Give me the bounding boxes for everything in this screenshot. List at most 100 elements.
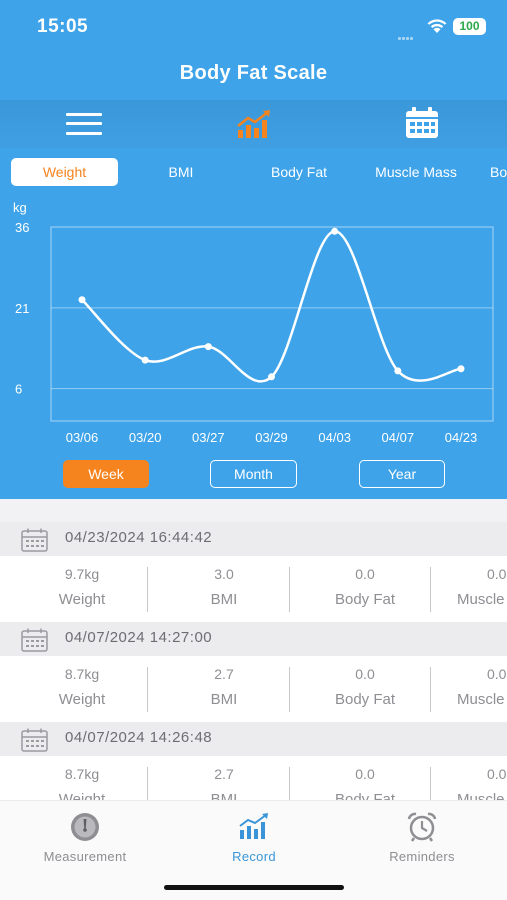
- tab-bmi[interactable]: BMI: [168, 164, 194, 180]
- calendar-icon[interactable]: [404, 106, 440, 140]
- record-label: Weight: [58, 791, 106, 800]
- period-week-button[interactable]: Week: [63, 460, 149, 488]
- header-area: 15:05 100 Body Fat Scale: [0, 0, 507, 499]
- status-time: 15:05: [37, 16, 89, 37]
- record-cell-body-fat: 0.0 Body Fat: [295, 556, 435, 622]
- bottom-tab-bar: Measurement Record Reminders: [0, 800, 507, 900]
- data-point[interactable]: [78, 296, 86, 304]
- divider: [430, 667, 431, 712]
- tab-body-fat[interactable]: Body Fat: [270, 164, 328, 180]
- record-value: 8.7kg: [64, 666, 100, 682]
- divider: [430, 567, 431, 612]
- record-label: Muscle: [457, 791, 505, 800]
- record-date-header: 04/23/2024 16:44:42: [0, 522, 507, 556]
- nav-measurement[interactable]: Measurement: [25, 811, 145, 864]
- nav-record[interactable]: Record: [194, 811, 314, 864]
- tab-muscle-mass[interactable]: Muscle Mass: [375, 164, 457, 180]
- trend-chart-icon[interactable]: [235, 108, 273, 140]
- x-tick-label: 04/23: [445, 430, 478, 445]
- battery-level: 100: [459, 19, 480, 33]
- hamburger-menu-icon[interactable]: [66, 111, 102, 137]
- nav-record-label: Record: [232, 849, 276, 864]
- record-cell-body-fat: 0.0 Body Fat: [295, 656, 435, 722]
- tab-weight[interactable]: Weight: [11, 158, 118, 186]
- record-cell-body-fat: 0.0 Body Fat: [295, 756, 435, 800]
- data-point[interactable]: [331, 227, 339, 235]
- y-tick-label: 6: [15, 382, 22, 397]
- record-cell-bmi: 2.7 BMI: [154, 656, 294, 722]
- gauge-icon: [71, 813, 99, 841]
- status-bar: 15:05 100: [0, 0, 507, 50]
- record-label: Body Fat: [334, 591, 396, 608]
- data-point[interactable]: [268, 373, 275, 381]
- divider: [147, 667, 148, 712]
- weight-chart: kg 36 21 6 03/06 03/20 03/27 03/29 04/03 04/07 04…: [0, 196, 507, 456]
- x-tick-label: 03/29: [255, 430, 288, 445]
- nav-reminders-label: Reminders: [389, 849, 455, 864]
- battery-indicator: 100: [453, 18, 486, 35]
- cellular-signal-icon: [398, 27, 420, 40]
- record-date-header: 04/07/2024 14:26:48: [0, 722, 507, 756]
- record-value: 0.0: [355, 766, 375, 782]
- calendar-icon: [21, 628, 48, 652]
- y-axis-unit: kg: [13, 200, 27, 215]
- record-row[interactable]: 8.7kg Weight 2.7 BMI 0.0 Body Fat 0.0 Muscle: [0, 656, 507, 722]
- period-year-button[interactable]: Year: [359, 460, 445, 488]
- record-label: BMI: [210, 791, 238, 800]
- calendar-icon: [21, 728, 48, 752]
- record-cell-weight: 8.7kg Weight: [12, 756, 152, 800]
- record-cell-bmi: 3.0 BMI: [154, 556, 294, 622]
- tab-bone[interactable]: Bo: [490, 164, 507, 180]
- record-value: 2.7: [214, 766, 234, 782]
- divider: [430, 767, 431, 800]
- nav-measurement-label: Measurement: [43, 849, 127, 864]
- data-point[interactable]: [204, 343, 212, 351]
- page-title: Body Fat Scale: [179, 62, 328, 84]
- home-indicator: [164, 885, 344, 890]
- data-point[interactable]: [141, 356, 149, 364]
- record-list: 04/23/2024 16:44:42 9.7kg Weight 3.0 BMI 0…: [0, 499, 507, 800]
- data-point[interactable]: [394, 367, 402, 375]
- record-label: BMI: [210, 691, 238, 708]
- record-datetime: 04/07/2024 14:26:48: [65, 729, 213, 746]
- record-cell-muscle: 0.0 Muscle: [437, 656, 507, 722]
- x-tick-label: 03/06: [66, 430, 99, 445]
- trend-chart-icon: [239, 813, 268, 839]
- divider: [147, 767, 148, 800]
- toolbar: [0, 100, 507, 148]
- metric-tabs: Weight BMI Body Fat Muscle Mass Bo: [0, 158, 507, 186]
- record-value: 9.7kg: [64, 566, 100, 582]
- record-value: 0.0: [355, 666, 375, 682]
- wifi-icon: [427, 19, 447, 33]
- record-label: Muscle: [457, 691, 505, 708]
- record-cell-muscle: 0.0 Muscle: [437, 556, 507, 622]
- divider: [289, 667, 290, 712]
- record-label: BMI: [210, 591, 238, 608]
- x-tick-label: 04/07: [382, 430, 415, 445]
- calendar-icon: [21, 528, 48, 552]
- record-row[interactable]: 8.7kg Weight 2.7 BMI 0.0 Body Fat 0.0 Muscle: [0, 756, 507, 800]
- y-tick-label: 21: [15, 301, 29, 316]
- record-value: 0.0: [487, 766, 507, 782]
- divider: [147, 567, 148, 612]
- x-tick-label: 03/20: [129, 430, 162, 445]
- nav-reminders[interactable]: Reminders: [362, 811, 482, 864]
- record-datetime: 04/07/2024 14:27:00: [65, 629, 213, 646]
- record-value: 0.0: [487, 666, 507, 682]
- line-chart: 36 21 6 03/06 03/20 03/27 03/29 04/03 04/07 04/23: [15, 220, 494, 445]
- record-value: 8.7kg: [64, 766, 100, 782]
- record-value: 0.0: [355, 566, 375, 582]
- x-tick-label: 04/03: [318, 430, 351, 445]
- record-value: 0.0: [487, 566, 507, 582]
- record-label: Weight: [58, 591, 106, 608]
- y-tick-label: 36: [15, 220, 29, 235]
- record-label: Muscle: [457, 591, 505, 608]
- data-point[interactable]: [457, 365, 465, 373]
- record-datetime: 04/23/2024 16:44:42: [65, 529, 213, 546]
- alarm-clock-icon: [407, 812, 437, 842]
- period-month-button[interactable]: Month: [210, 460, 297, 488]
- record-row[interactable]: 9.7kg Weight 3.0 BMI 0.0 Body Fat 0.0 Muscle: [0, 556, 507, 622]
- series-line: [81, 230, 462, 383]
- record-value: 3.0: [214, 566, 234, 582]
- x-tick-label: 03/27: [192, 430, 225, 445]
